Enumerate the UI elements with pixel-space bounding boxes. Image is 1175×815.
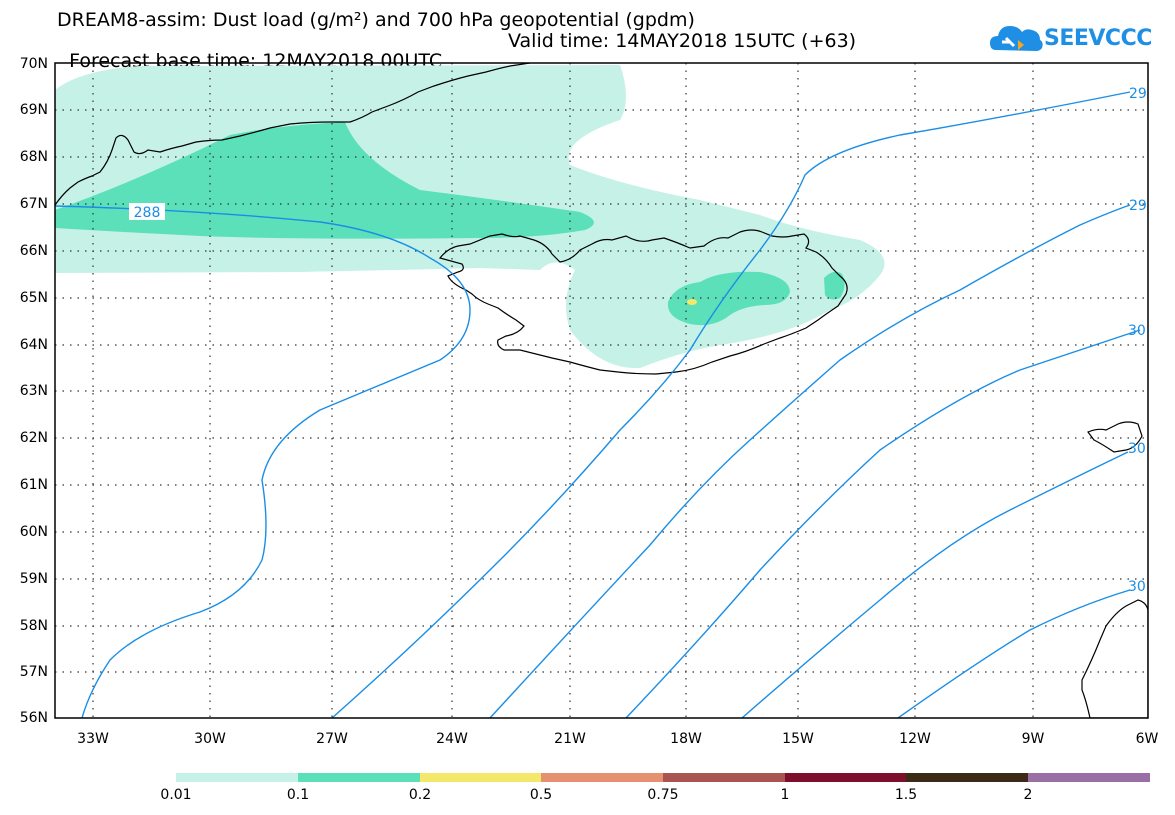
colorbar-label: 1 [780, 787, 790, 803]
lon-label: 18W [670, 731, 702, 747]
colorbar-swatch [1028, 773, 1150, 782]
lon-label: 12W [899, 731, 931, 747]
contour-label-30c: 30 [1128, 579, 1146, 595]
lon-label: 15W [782, 731, 814, 747]
lat-label: 60N [19, 524, 48, 540]
contour-304 [741, 451, 1129, 718]
contour-288 [55, 205, 471, 718]
colorbar-swatch [906, 773, 1028, 782]
contour-label-29b: 29 [1129, 198, 1147, 214]
contour-label-30a: 30 [1128, 323, 1146, 339]
contour-label-288: 288 [134, 205, 161, 221]
map-title: DREAM8-assim: Dust load (g/m²) and 700 h… [57, 9, 695, 31]
lon-label: 9W [1021, 731, 1045, 747]
lat-label: 63N [19, 383, 48, 399]
seevccc-logo: SEEVCCC [988, 18, 1152, 58]
map-frame [54, 62, 1149, 719]
lat-label: 56N [19, 710, 48, 726]
contour-292 [331, 91, 1131, 718]
geopotential-contours [55, 91, 1141, 718]
lat-label: 65N [19, 290, 48, 306]
colorbar-swatch [298, 773, 420, 782]
contour-label-30b: 30 [1128, 441, 1146, 457]
colorbar-swatch [420, 773, 541, 782]
colorbar-label: 0.1 [286, 787, 310, 803]
colorbar-swatch [663, 773, 785, 782]
faroe-coast [1087, 421, 1143, 453]
colorbar-swatch [176, 773, 298, 782]
lon-label: 27W [316, 731, 348, 747]
scotland-coast [1081, 599, 1148, 718]
colorbar-label: 0.2 [408, 787, 432, 803]
lat-label: 66N [19, 243, 48, 259]
lon-label: 30W [194, 731, 226, 747]
dust-region-mid-east [824, 271, 845, 300]
logo-text: SEEVCCC [1044, 26, 1152, 51]
colorbar-label: 0.5 [529, 787, 553, 803]
lat-label: 67N [19, 196, 48, 212]
lon-label: 21W [554, 731, 586, 747]
colorbar-label: 0.01 [160, 787, 192, 803]
lat-label: 61N [19, 477, 48, 493]
lon-label: 24W [436, 731, 468, 747]
greenland-coast [55, 63, 531, 206]
colorbar-label: 1.5 [894, 787, 918, 803]
lat-label: 64N [19, 337, 48, 353]
lat-label: 69N [19, 102, 48, 118]
lat-label: 68N [19, 149, 48, 165]
cloud-icon [990, 26, 1043, 51]
colorbar-swatch [785, 773, 906, 782]
dust-region-mid-west [55, 122, 594, 239]
lat-label: 57N [19, 664, 48, 680]
valid-time: Valid time: 14MAY2018 15UTC (+63) [508, 30, 857, 52]
coastlines [55, 63, 1148, 718]
iceland-coast [438, 229, 848, 375]
lat-label: 62N [19, 430, 48, 446]
colorbar-swatch [541, 773, 663, 782]
colorbar-label: 2 [1023, 787, 1033, 803]
lon-label: 33W [77, 731, 109, 747]
contour-300 [625, 329, 1141, 718]
colorbar-label: 0.75 [647, 787, 679, 803]
lat-label: 70N [19, 56, 48, 72]
contour-label-29a: 29 [1129, 86, 1147, 102]
contour-296 [489, 204, 1131, 718]
lat-label: 59N [19, 571, 48, 587]
lon-label: 6W [1135, 731, 1159, 747]
dust-region-mid-iceland [667, 271, 790, 326]
lat-label: 58N [19, 618, 48, 634]
contour-308 [897, 589, 1131, 718]
dust-region-high [687, 299, 697, 305]
